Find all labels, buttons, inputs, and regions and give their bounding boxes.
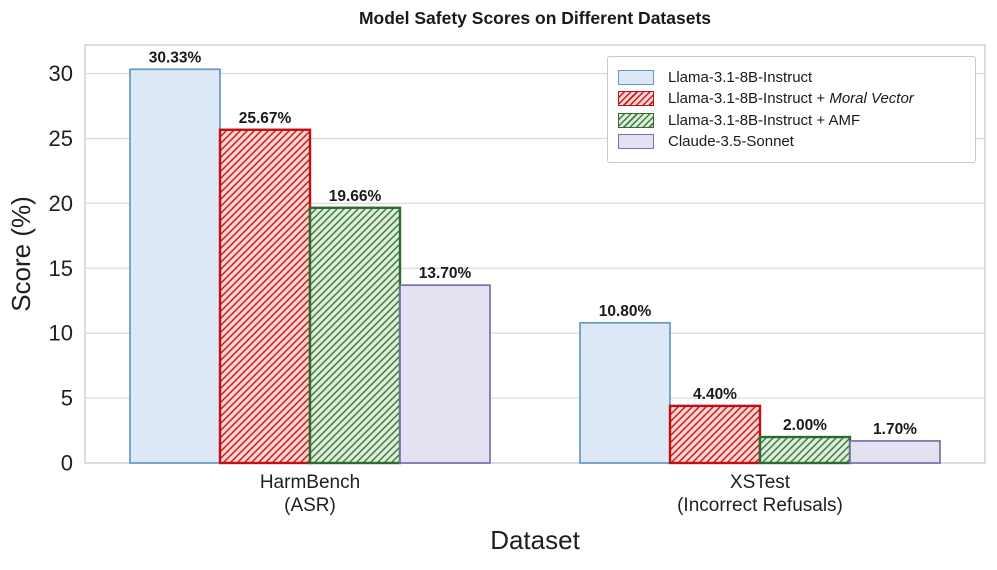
legend-item: Llama-3.1-8B-Instruct bbox=[618, 69, 965, 86]
legend-swatch-green-hatched bbox=[618, 112, 654, 128]
y-tick-label: 20 bbox=[49, 191, 73, 216]
legend-label: Claude-3.5-Sonnet bbox=[668, 133, 794, 151]
y-axis-label: Score (%) bbox=[6, 196, 36, 312]
legend-swatch-red-hatched bbox=[618, 91, 654, 107]
bar-value-label: 19.66% bbox=[329, 188, 382, 205]
y-tick-label: 0 bbox=[61, 451, 73, 476]
x-category-label: (ASR) bbox=[284, 495, 336, 516]
y-tick-label: 30 bbox=[49, 61, 73, 86]
legend-item: Claude-3.5-Sonnet bbox=[618, 133, 965, 150]
x-axis-label: Dataset bbox=[490, 525, 580, 555]
legend-item: Llama-3.1-8B-Instruct + AMF bbox=[618, 112, 965, 129]
bar-value-label: 2.00% bbox=[783, 417, 827, 434]
bar-value-label: 1.70% bbox=[873, 421, 917, 438]
bar-s3-c1 bbox=[849, 440, 941, 464]
bar-s1-c0 bbox=[218, 128, 312, 465]
bar-value-label: 10.80% bbox=[599, 303, 652, 320]
x-category-label: XSTest bbox=[730, 472, 791, 493]
bar-s2-c0 bbox=[308, 206, 402, 465]
bar-s3-c0 bbox=[399, 284, 491, 464]
chart-title: Model Safety Scores on Different Dataset… bbox=[359, 8, 711, 28]
legend-label: Llama-3.1-8B-Instruct + Moral Vector bbox=[668, 90, 914, 108]
legend-swatch-purple bbox=[618, 134, 654, 150]
bar-s2-c1 bbox=[758, 435, 852, 465]
legend-swatch-blue bbox=[618, 69, 654, 85]
legend-label: Llama-3.1-8B-Instruct + AMF bbox=[668, 111, 861, 129]
legend: Llama-3.1-8B-Instruct Llama-3.1-8B-Instr… bbox=[607, 56, 976, 163]
bar-s1-c1 bbox=[668, 404, 762, 465]
bar-value-label: 25.67% bbox=[239, 110, 292, 127]
bar-value-label: 13.70% bbox=[419, 265, 472, 282]
y-tick-label: 15 bbox=[49, 256, 73, 281]
y-tick-label: 25 bbox=[49, 126, 73, 151]
x-category-label: (Incorrect Refusals) bbox=[677, 495, 843, 516]
bar-value-label: 4.40% bbox=[693, 386, 737, 403]
y-tick-label: 5 bbox=[61, 386, 73, 411]
y-tick-label: 10 bbox=[49, 321, 73, 346]
bar-value-label: 30.33% bbox=[149, 49, 202, 66]
x-category-label: HarmBench bbox=[260, 472, 360, 493]
legend-label: Llama-3.1-8B-Instruct bbox=[668, 68, 813, 86]
legend-item: Llama-3.1-8B-Instruct + Moral Vector bbox=[618, 90, 965, 107]
bar-s0-c0 bbox=[129, 68, 221, 464]
bar-s0-c1 bbox=[579, 321, 671, 464]
